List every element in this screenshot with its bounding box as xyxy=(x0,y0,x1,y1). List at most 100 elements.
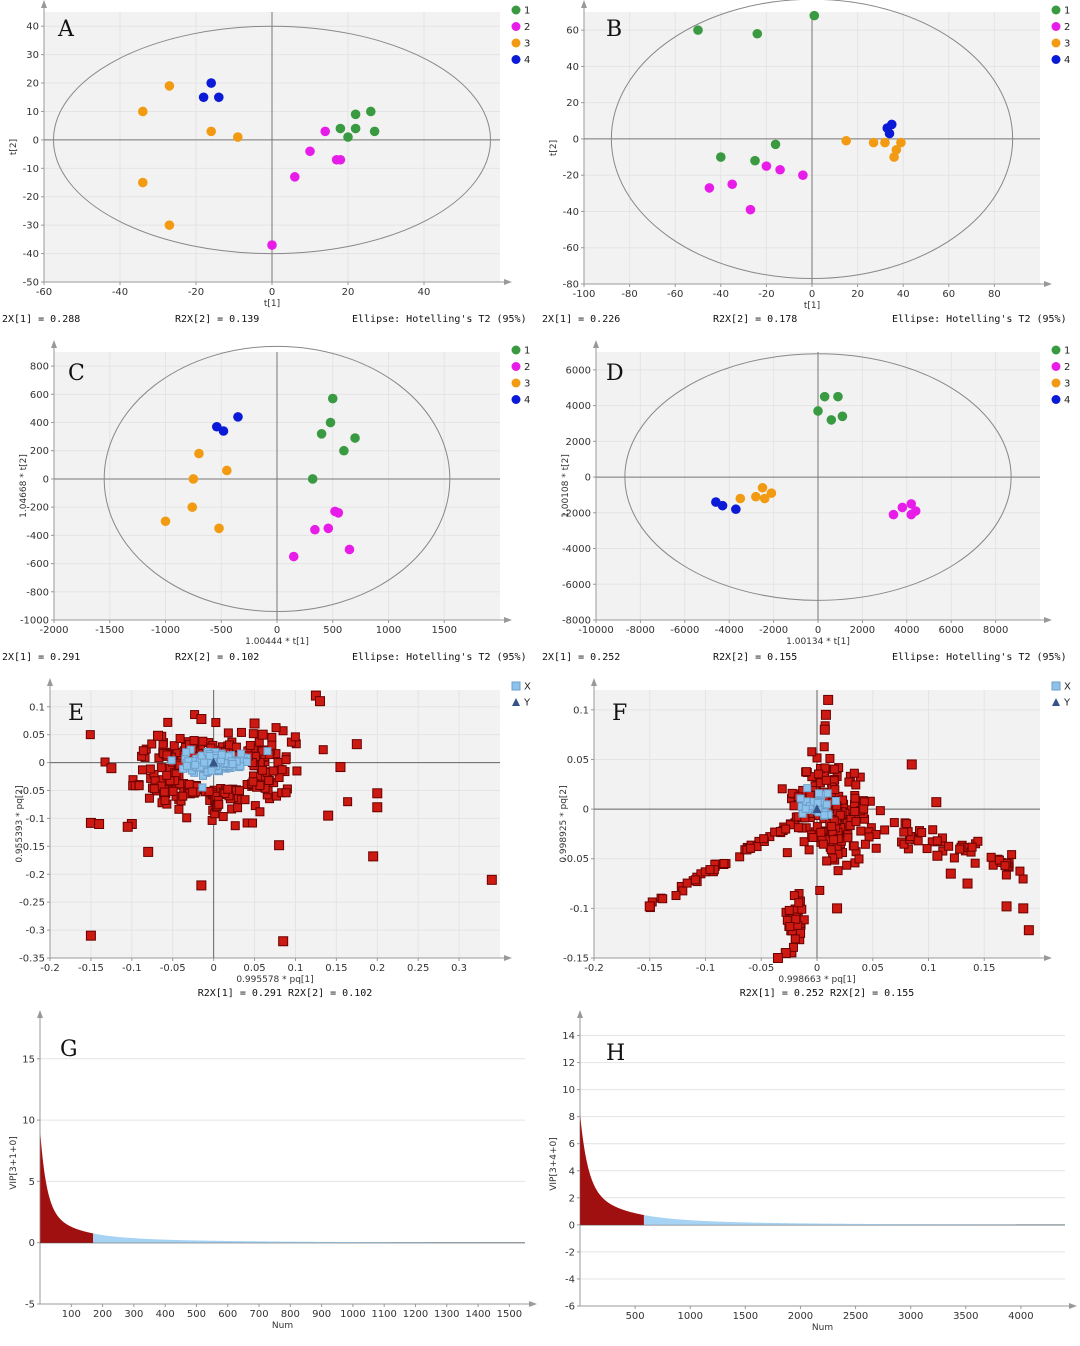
x-tick-label: 80 xyxy=(988,289,1001,300)
x-axis-arrow xyxy=(1044,281,1052,287)
x-tick-label: 700 xyxy=(249,1309,268,1320)
legend-marker-X xyxy=(1051,681,1061,691)
loading-point xyxy=(100,757,110,767)
score-point-group-1 xyxy=(335,123,346,134)
y-tick-label: 8 xyxy=(569,1112,575,1123)
y-tick-label: -60 xyxy=(563,243,579,254)
x-tick-label: 4000 xyxy=(1008,1311,1033,1322)
y-tick-label: 5 xyxy=(29,1177,35,1188)
x-tick-label: -40 xyxy=(112,287,128,298)
loading-point xyxy=(813,798,822,807)
loading-point xyxy=(851,817,861,827)
score-point-group-4 xyxy=(731,504,741,515)
panel-letter: H xyxy=(606,1041,625,1066)
loading-point xyxy=(830,785,840,795)
score-point-group-4 xyxy=(198,92,209,103)
plot-background xyxy=(580,1022,1065,1306)
loading-point xyxy=(801,804,810,813)
loading-point xyxy=(835,810,845,820)
y-tick-label: -8000 xyxy=(562,616,591,627)
score-point-group-1 xyxy=(752,28,763,39)
y-axis-label: 0.955393 * pq[2] xyxy=(15,785,25,862)
x-tick-label: 100 xyxy=(62,1309,81,1320)
x-tick-label: -1500 xyxy=(95,625,124,636)
y-tick-label: -10 xyxy=(23,164,39,175)
loading-point xyxy=(343,797,353,807)
loading-point xyxy=(970,858,980,868)
loading-point xyxy=(134,781,144,791)
x-tick-label: 0 xyxy=(809,289,815,300)
loading-point xyxy=(106,763,117,774)
x-tick-label: 4000 xyxy=(894,625,919,636)
x-tick-label: 0.2 xyxy=(369,963,385,974)
y-tick-label: -0.15 xyxy=(563,954,589,965)
score-point-group-2 xyxy=(761,161,772,171)
loading-point xyxy=(790,934,800,944)
loading-point xyxy=(230,821,240,831)
score-point-group-1 xyxy=(770,139,781,150)
hotelling-ellipse xyxy=(624,353,1012,601)
y-tick-label: 40 xyxy=(566,62,579,73)
loading-point xyxy=(831,796,840,805)
y-tick-label: -4000 xyxy=(562,544,591,555)
x-tick-label: -100 xyxy=(573,289,596,300)
legend-label-3: 3 xyxy=(524,39,530,50)
y-tick-label: 30 xyxy=(26,50,39,61)
score-point-group-2 xyxy=(775,164,785,175)
loading-point xyxy=(237,749,246,758)
loading-point xyxy=(945,868,956,879)
x-tick-label: 3000 xyxy=(898,1311,923,1322)
loading-point xyxy=(735,852,745,862)
x-axis-label: t[1] xyxy=(264,299,280,309)
loading-point xyxy=(162,770,172,780)
chart-H: 500 1000 1500 2000 2500 3000 3500 4000 -6 -4 -2 0 2 4… xyxy=(549,1010,1077,1333)
footer-text: R2X[2] = 0.102 xyxy=(175,652,259,663)
y-tick-label: -6 xyxy=(565,1302,575,1313)
loading-point xyxy=(167,756,176,765)
score-point-group-4 xyxy=(214,92,224,103)
score-point-group-3 xyxy=(766,488,777,498)
score-point-group-1 xyxy=(350,433,360,443)
y-tick-label: 0 xyxy=(39,758,45,769)
loading-point xyxy=(248,729,258,739)
score-point-group-3 xyxy=(759,493,770,504)
footer-text: Ellipse: Hotelling's T2 (95%) xyxy=(892,652,1067,663)
loading-point xyxy=(372,788,383,799)
y-tick-label: -0.35 xyxy=(19,954,45,965)
loading-point xyxy=(290,732,300,742)
y-axis-arrow xyxy=(581,0,587,8)
x-tick-label: 600 xyxy=(218,1309,237,1320)
legend-label-2: 2 xyxy=(524,362,530,373)
x-tick-label: 0.1 xyxy=(288,963,304,974)
x-tick-label: 500 xyxy=(187,1309,206,1320)
legend-marker-3 xyxy=(1051,38,1061,48)
score-point-group-3 xyxy=(164,81,175,91)
loading-point xyxy=(1018,874,1028,884)
y-axis-arrow xyxy=(593,340,599,348)
legend-marker-3 xyxy=(511,378,521,388)
loading-point xyxy=(644,901,655,912)
loading-point xyxy=(85,817,96,828)
score-point-group-1 xyxy=(339,445,349,456)
x-axis-arrow xyxy=(504,955,512,961)
loading-point xyxy=(932,836,942,846)
y-tick-label: -0.3 xyxy=(25,926,45,937)
vip-bars-non-significant xyxy=(643,1215,1065,1225)
loading-point xyxy=(169,741,179,751)
loading-point xyxy=(849,768,859,778)
legend-marker-1 xyxy=(1051,5,1061,15)
loading-point xyxy=(198,783,207,792)
loading-point xyxy=(235,786,245,796)
loading-point xyxy=(827,821,837,831)
loading-point xyxy=(880,825,890,835)
y-tick-label: -40 xyxy=(563,207,579,218)
score-point-group-2 xyxy=(323,523,334,534)
loading-point xyxy=(249,718,260,729)
loading-point xyxy=(122,821,133,832)
loading-point xyxy=(793,823,803,833)
legend-marker-2 xyxy=(1051,22,1061,31)
footer-text: 2X[1] = 0.291 xyxy=(2,652,80,663)
y-tick-label: 0 xyxy=(33,135,39,146)
y-tick-label: 800 xyxy=(30,362,49,373)
loading-point xyxy=(819,742,829,752)
